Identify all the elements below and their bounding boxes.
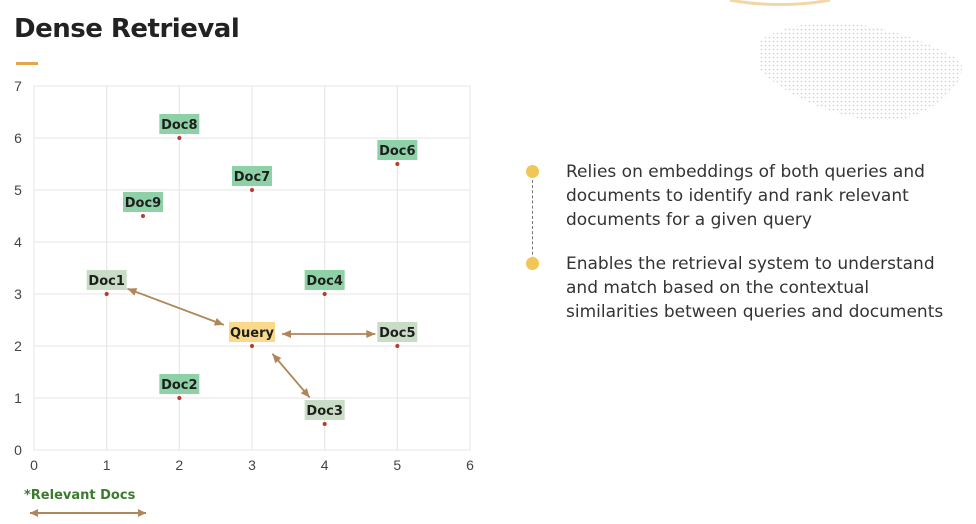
chart-arrows — [127, 287, 376, 399]
point-label-box — [304, 270, 345, 290]
arrow-head — [213, 317, 224, 326]
relevance-arrow — [282, 330, 376, 338]
chart-ticks: 0 1 2 3 4 5 6 0 1 2 3 4 5 6 7 — [14, 78, 474, 473]
y-tick-label: 5 — [14, 182, 22, 198]
point-label-box — [232, 166, 272, 186]
y-tick-label: 7 — [14, 78, 22, 94]
relevance-arrow — [127, 287, 225, 326]
data-point — [395, 344, 400, 348]
point-label-box — [377, 140, 418, 160]
point-label-box — [123, 192, 163, 212]
bullet-connector-line — [532, 180, 533, 270]
legend-label: *Relevant Docs — [24, 488, 136, 503]
chart-legend: *Relevant Docs — [24, 488, 154, 524]
x-tick-label: 6 — [466, 457, 474, 473]
arrow-head — [300, 388, 310, 398]
y-tick-label: 6 — [14, 130, 22, 146]
data-point — [141, 214, 145, 218]
y-tick-label: 4 — [14, 234, 22, 250]
legend-double-arrow-icon — [30, 509, 146, 517]
data-point — [104, 292, 109, 296]
arrow-shaft — [271, 353, 311, 399]
point-label-box — [377, 322, 418, 342]
point-doc8: Doc8 — [159, 114, 200, 140]
point-label: Doc7 — [234, 170, 270, 185]
point-label: Doc5 — [379, 326, 415, 341]
y-tick-label: 0 — [14, 442, 22, 458]
bullet-text: Relies on embeddings of both queries and… — [566, 162, 925, 230]
point-label: Doc9 — [125, 196, 161, 211]
page-title: Dense Retrieval — [14, 14, 240, 44]
point-doc6: Doc6 — [377, 140, 418, 166]
data-point — [322, 422, 327, 426]
point-doc4: Doc4 — [304, 270, 345, 296]
point-label: Doc2 — [161, 378, 197, 393]
y-tick-label: 1 — [14, 390, 22, 406]
point-label: Doc4 — [306, 274, 342, 289]
arrow-head — [127, 288, 138, 296]
point-doc3: Doc3 — [304, 400, 345, 426]
arrow-head — [282, 330, 291, 338]
arrow-head — [272, 353, 282, 364]
point-query: Query — [229, 322, 275, 348]
data-point — [177, 136, 182, 140]
point-label-box — [304, 400, 345, 420]
point-doc1: Doc1 — [86, 270, 127, 296]
data-point — [395, 162, 400, 166]
chart-points: Doc1 Doc2 Doc3 Doc4 Doc5 Doc6 Doc7 Doc8 Doc9 Quer… — [86, 114, 418, 426]
data-point — [322, 292, 327, 296]
data-point — [250, 188, 254, 192]
dense-retrieval-chart: 0 1 2 3 4 5 6 0 1 2 3 4 5 6 7 Doc1 Doc2 Doc3 Doc4 Doc5 Doc6… — [14, 78, 474, 473]
point-label-box — [86, 270, 127, 290]
y-tick-label: 3 — [14, 286, 22, 302]
point-label: Doc3 — [306, 404, 342, 419]
data-point — [177, 396, 182, 400]
relevance-arrow — [271, 353, 311, 399]
point-label-box — [229, 322, 275, 342]
point-doc2: Doc2 — [159, 374, 200, 400]
point-label-box — [159, 374, 200, 394]
point-label: Doc1 — [88, 274, 124, 289]
data-point — [250, 344, 254, 348]
bullet-item: Enables the retrieval system to understa… — [520, 252, 960, 324]
point-label: Query — [230, 326, 275, 341]
x-tick-label: 0 — [30, 457, 38, 473]
y-tick-label: 2 — [14, 338, 22, 354]
bullet-dot-icon — [526, 165, 539, 178]
x-tick-label: 5 — [393, 457, 401, 473]
point-doc7: Doc7 — [232, 166, 272, 192]
point-doc5: Doc5 — [377, 322, 418, 348]
decorative-dots-graphic — [729, 0, 962, 121]
x-tick-label: 4 — [321, 457, 329, 473]
point-label: Doc8 — [161, 118, 197, 133]
title-underline — [16, 62, 38, 65]
point-label: Doc6 — [379, 144, 415, 159]
x-tick-label: 3 — [248, 457, 256, 473]
arrow-shaft — [127, 287, 225, 326]
bullet-list: Relies on embeddings of both queries and… — [520, 160, 960, 344]
bullet-text: Enables the retrieval system to understa… — [566, 254, 944, 322]
bullet-dot-icon — [526, 257, 539, 270]
arrow-head — [366, 330, 376, 338]
x-tick-label: 2 — [175, 457, 183, 473]
point-doc9: Doc9 — [123, 192, 163, 218]
x-tick-label: 1 — [103, 457, 111, 473]
bullet-item: Relies on embeddings of both queries and… — [520, 160, 960, 232]
point-label-box — [159, 114, 200, 134]
